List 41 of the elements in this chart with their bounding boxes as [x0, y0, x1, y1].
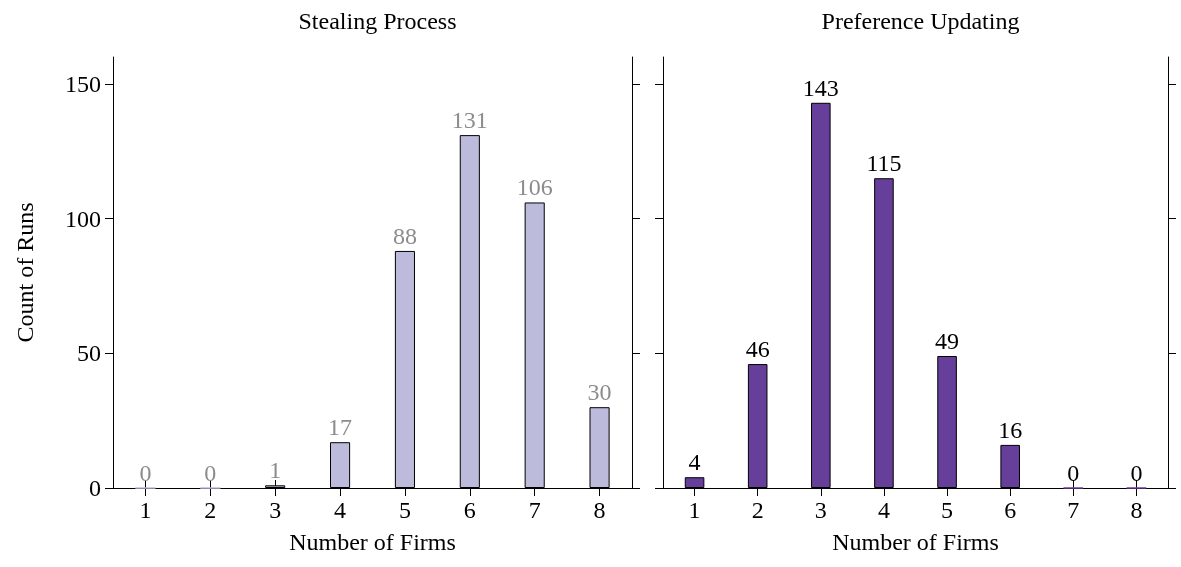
x-tick-label: 2: [751, 497, 764, 523]
data-label: 30: [587, 379, 612, 406]
x-tick-label: 5: [941, 497, 954, 523]
data-label: 88: [392, 222, 417, 249]
data-label: 4: [688, 449, 701, 476]
x-tick-label: 7: [1067, 497, 1080, 523]
data-label: 46: [745, 336, 770, 363]
x-axis-title: Number of Firms: [832, 529, 999, 555]
x-tick-label: 5: [398, 497, 411, 523]
data-label: 143: [802, 74, 839, 101]
chart-title: Preference Updating: [821, 8, 1020, 34]
data-label: 0: [1130, 459, 1143, 486]
x-tick-label: 6: [1004, 497, 1017, 523]
y-tick-label: 150: [65, 70, 101, 97]
data-label: 131: [451, 107, 488, 134]
y-tick-label: 50: [77, 340, 101, 367]
x-tick-label: 1: [139, 497, 152, 523]
y-tick-label: 100: [65, 205, 101, 232]
x-tick-label: 4: [877, 497, 890, 523]
x-tick-label: 2: [204, 497, 217, 523]
data-label: 0: [1067, 459, 1080, 486]
data-label: 1: [269, 457, 282, 484]
x-tick-label: 8: [593, 497, 606, 523]
x-tick-label: 3: [269, 497, 282, 523]
y-axis-title: Count of Runs: [12, 202, 38, 343]
data-label: 17: [328, 414, 353, 441]
x-tick-label: 4: [334, 497, 347, 523]
data-label: 115: [866, 150, 902, 177]
x-tick-label: 3: [814, 497, 827, 523]
data-label: 0: [204, 459, 217, 486]
chart-title: Stealing Process: [298, 8, 457, 34]
data-label: 0: [139, 459, 152, 486]
x-tick-label: 6: [463, 497, 476, 523]
data-label: 106: [516, 174, 553, 201]
x-tick-label: 7: [528, 497, 541, 523]
y-tick-label: 0: [89, 475, 101, 501]
x-tick-label: 8: [1130, 497, 1143, 523]
x-tick-label: 1: [688, 497, 701, 523]
data-label: 16: [998, 416, 1023, 443]
data-label: 49: [935, 328, 960, 355]
x-axis-title: Number of Firms: [289, 529, 456, 555]
